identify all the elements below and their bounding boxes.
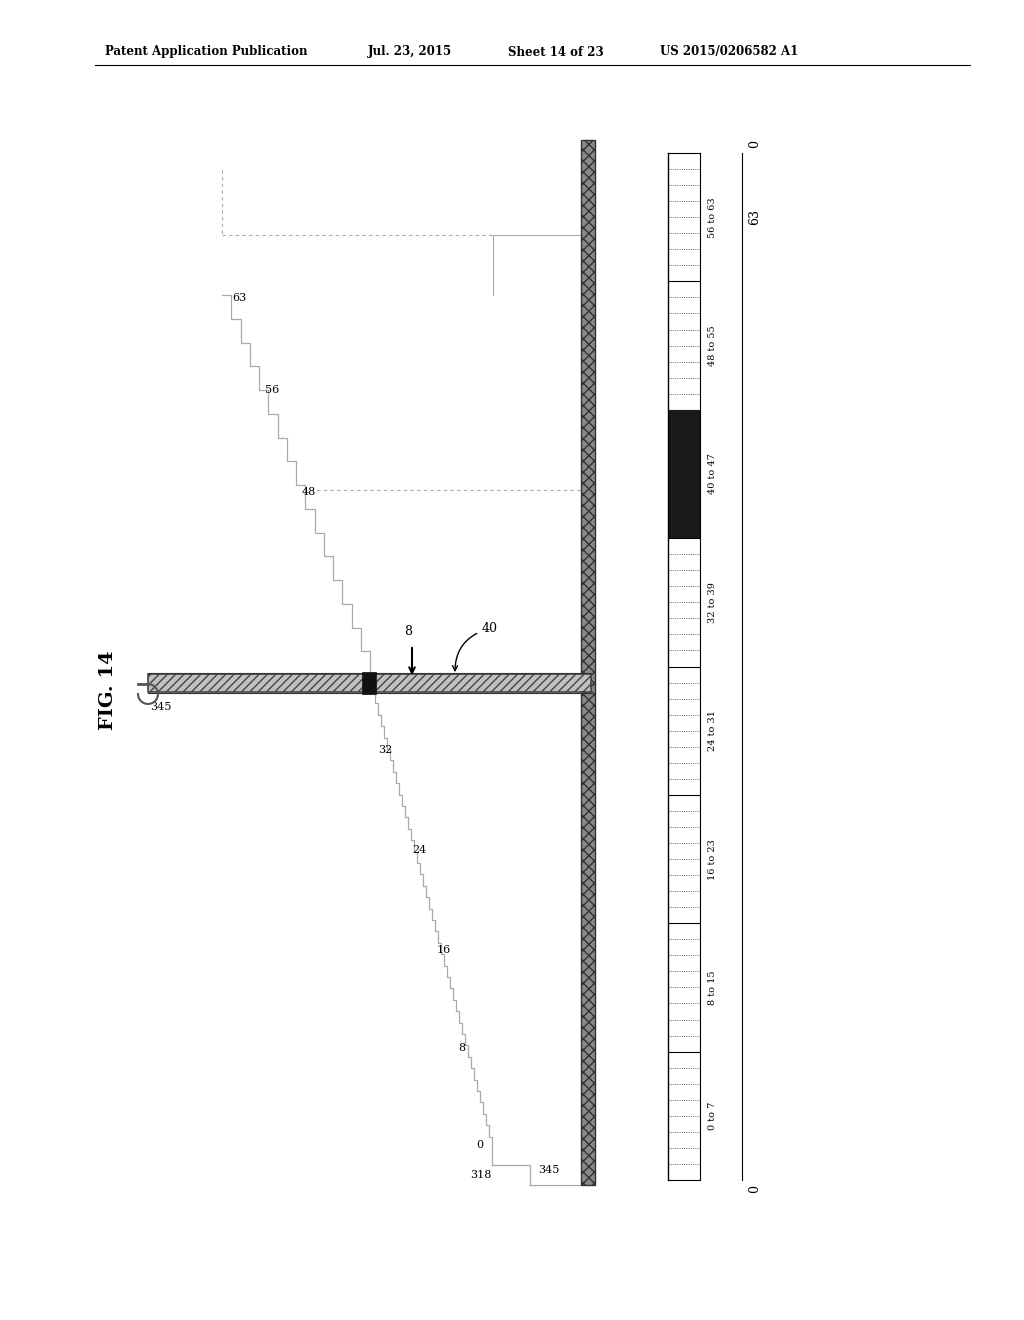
Text: 48 to 55: 48 to 55 (708, 325, 717, 366)
Text: 32: 32 (378, 744, 392, 755)
Text: 16 to 23: 16 to 23 (708, 838, 717, 879)
Text: US 2015/0206582 A1: US 2015/0206582 A1 (660, 45, 799, 58)
Text: 63: 63 (749, 209, 762, 226)
Text: 56: 56 (265, 385, 280, 395)
Text: 8 to 15: 8 to 15 (708, 970, 717, 1005)
Text: Jul. 23, 2015: Jul. 23, 2015 (368, 45, 453, 58)
Bar (362, 672, 376, 694)
Text: 345: 345 (538, 1166, 559, 1175)
Text: 0: 0 (476, 1140, 483, 1150)
Text: 0: 0 (749, 140, 762, 148)
Text: 63: 63 (232, 293, 246, 304)
Text: 8: 8 (404, 624, 412, 638)
Text: 318: 318 (470, 1170, 492, 1180)
Text: 0: 0 (749, 1185, 762, 1193)
Bar (148, 675, 591, 692)
Text: 24 to 31: 24 to 31 (708, 710, 717, 751)
Text: 8: 8 (458, 1043, 465, 1053)
Text: FIG. 14: FIG. 14 (99, 651, 117, 730)
Text: Sheet 14 of 23: Sheet 14 of 23 (508, 45, 604, 58)
Text: 48: 48 (302, 487, 316, 498)
Text: 40: 40 (453, 622, 498, 671)
Text: 24: 24 (412, 845, 426, 855)
Text: 16: 16 (437, 945, 452, 954)
Text: 32 to 39: 32 to 39 (708, 582, 717, 623)
Text: 56 to 63: 56 to 63 (708, 197, 717, 238)
Bar (581, 140, 595, 1185)
Text: 40 to 47: 40 to 47 (708, 454, 717, 495)
Bar (668, 409, 700, 539)
Text: 345: 345 (150, 702, 171, 711)
Text: 0 to 7: 0 to 7 (708, 1102, 717, 1130)
Text: Patent Application Publication: Patent Application Publication (105, 45, 307, 58)
